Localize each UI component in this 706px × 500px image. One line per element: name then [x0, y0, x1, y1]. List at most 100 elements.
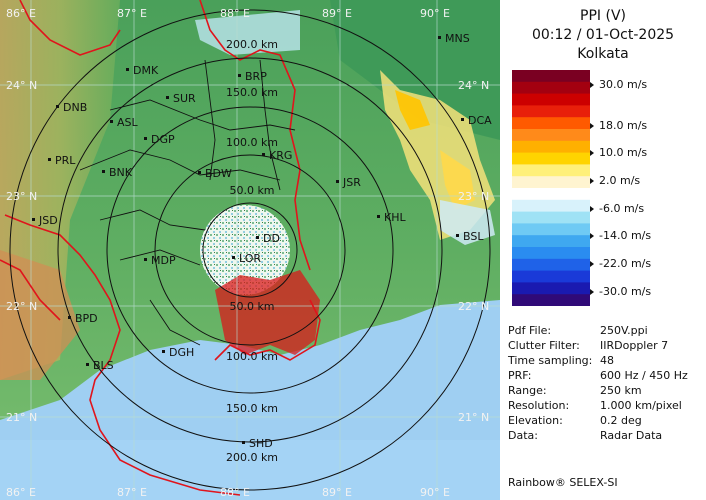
place-dot-bsl [456, 234, 459, 237]
place-label-dd: DD [263, 232, 280, 245]
scale-band [512, 93, 590, 106]
range-label-lower-50: 50.0 km [229, 300, 274, 313]
scale-band [512, 164, 590, 177]
lat-right-23: 23° N [458, 190, 489, 203]
place-label-jsd: JSD [38, 214, 58, 227]
info-value: Radar Data [600, 429, 663, 442]
place-dot-dd [256, 236, 259, 239]
place-label-dca: DCA [468, 114, 492, 127]
place-dot-brp [238, 74, 241, 77]
info-row: Pdf File: 250V.ppi [508, 324, 648, 337]
place-dot-bpd [68, 316, 71, 319]
scale-band [512, 81, 590, 95]
footer-credit: Rainbow® SELEX-SI [508, 476, 618, 489]
info-key: Clutter Filter: [508, 339, 580, 352]
place-label-dgh: DGH [169, 346, 194, 359]
place-dot-bdw [198, 171, 201, 174]
place-dot-dgp [144, 137, 147, 140]
lon-top-90: 90° E [420, 7, 450, 20]
lon-top-87: 87° E [117, 7, 147, 20]
place-label-lor: LOR [239, 252, 261, 265]
range-label-lower-200: 200.0 km [226, 451, 278, 464]
range-label-lower-150: 150.0 km [226, 402, 278, 415]
place-label-jsr: JSR [342, 176, 361, 189]
scale-label-neg30: -30.0 m/s [590, 285, 651, 298]
place-label-sur: SUR [173, 92, 196, 105]
info-value: 250V.ppi [600, 324, 648, 337]
scale-label-30: 30.0 m/s [590, 78, 647, 91]
place-dot-jsr [336, 180, 339, 183]
place-label-mdp: MDP [151, 254, 176, 267]
range-label-upper-150: 150.0 km [226, 86, 278, 99]
place-dot-bls [86, 363, 89, 366]
info-key: Range: [508, 384, 547, 397]
coastline [0, 0, 321, 496]
scale-band [512, 176, 590, 189]
station-name: Kolkata [577, 46, 629, 62]
place-dot-krg [262, 153, 265, 156]
scale-band [512, 282, 590, 295]
southwest-highland [0, 250, 80, 380]
scale-band [512, 188, 590, 201]
place-dot-dmk [126, 68, 129, 71]
lat-right-22: 22° N [458, 300, 489, 313]
lon-bottom-89: 89° E [322, 486, 352, 499]
lat-left-23: 23° N [6, 190, 37, 203]
legend-panel: PPI (V) 00:12 / 01-Oct-2025 Kolkata 30.0… [500, 0, 706, 500]
info-value: 250 km [600, 384, 642, 397]
lon-top-89: 89° E [322, 7, 352, 20]
place-label-asl: ASL [117, 116, 139, 129]
place-dot-asl [110, 120, 113, 123]
lat-left-21: 21° N [6, 411, 37, 424]
scale-band [512, 294, 590, 306]
graticule [0, 0, 500, 500]
lat-right-24: 24° N [458, 79, 489, 92]
scale-label-10: 10.0 m/s [590, 146, 647, 159]
place-label-shd: SHD [249, 437, 273, 450]
place-markers: MNS DMK BRP DNB ASL SUR DGP DCA PRL BNK KRG JSR BDW K… [32, 32, 492, 450]
scale-band [512, 70, 590, 83]
scale-band [512, 211, 590, 224]
lon-top-86: 86° E [6, 7, 36, 20]
scale-label-neg14: -14.0 m/s [590, 229, 651, 242]
info-value: 600 Hz / 450 Hz [600, 369, 688, 382]
place-label-dmk: DMK [133, 64, 159, 77]
place-dot-dgh [162, 350, 165, 353]
info-row: Resolution: 1.000 km/pixel [508, 399, 682, 412]
info-value: 48 [600, 354, 614, 367]
place-label-bls: BLS [93, 359, 114, 372]
datetime-label: 00:12 / 01-Oct-2025 [531, 27, 675, 43]
range-label-upper-100: 100.0 km [226, 136, 278, 149]
radar-map[interactable]: 200.0 km 150.0 km 100.0 km 50.0 km 50.0 … [0, 0, 500, 500]
place-label-prl: PRL [55, 154, 76, 167]
range-label-lower-100: 100.0 km [226, 350, 278, 363]
info-row: PRF: 600 Hz / 450 Hz [508, 369, 688, 382]
scale-band [512, 117, 590, 130]
district-boundaries [79, 59, 296, 346]
place-label-bpd: BPD [75, 312, 98, 325]
scale-band [512, 247, 590, 260]
product-title: PPI (V) [580, 8, 626, 24]
scale-band [512, 223, 590, 236]
place-dot-bnk [102, 170, 105, 173]
lat-right-21: 21° N [458, 411, 489, 424]
place-label-khl: KHL [384, 211, 406, 224]
place-dot-shd [242, 441, 245, 444]
place-label-krg: KRG [269, 149, 292, 162]
lon-bottom-90: 90° E [420, 486, 450, 499]
info-key: Resolution: [508, 399, 570, 412]
scale-band [512, 199, 590, 213]
info-key: Time sampling: [508, 354, 593, 367]
scale-label-neg22: -22.0 m/s [590, 257, 651, 270]
lon-top-88: 88° E [220, 7, 250, 20]
info-row: Time sampling: 48 [508, 354, 614, 367]
scale-band [512, 152, 590, 165]
scale-band [512, 235, 590, 248]
scale-band [512, 140, 590, 154]
place-dot-dnb [56, 105, 59, 108]
place-dot-lor [232, 256, 235, 259]
place-dot-khl [377, 215, 380, 218]
place-label-dnb: DNB [63, 101, 87, 114]
range-label-upper-200: 200.0 km [226, 38, 278, 51]
place-dot-jsd [32, 218, 35, 221]
